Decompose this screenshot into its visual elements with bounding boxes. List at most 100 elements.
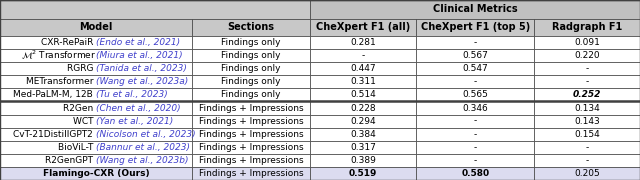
Bar [310,154,416,167]
Text: WCT: WCT [72,117,96,126]
Text: CvT-21DistillGPT2: CvT-21DistillGPT2 [13,130,96,139]
Bar [310,62,416,75]
Bar [534,75,640,88]
Bar [192,114,310,128]
Bar [416,102,534,114]
Text: 0.519: 0.519 [349,169,378,178]
Bar [0,141,192,154]
Text: (Tanida et al., 2023): (Tanida et al., 2023) [96,64,187,73]
Text: -: - [474,38,477,47]
Bar [0,167,192,180]
Bar [534,141,640,154]
Bar [534,62,640,75]
Bar [192,19,310,36]
Bar [310,19,416,36]
Text: R2Gen: R2Gen [63,103,96,112]
Bar [416,141,534,154]
Text: Model: Model [79,22,113,32]
Bar [310,114,416,128]
Bar [534,102,640,114]
Text: (Chen et al., 2020): (Chen et al., 2020) [96,103,180,112]
Bar [310,36,416,49]
Text: Findings + Impressions: Findings + Impressions [199,103,303,112]
Text: Med-PaLM-M, 12B: Med-PaLM-M, 12B [13,90,96,99]
Text: 0.228: 0.228 [350,103,376,112]
Bar [310,141,416,154]
Bar [416,88,534,102]
Text: METransformer: METransformer [26,77,96,86]
Text: CXR-RePaiR: CXR-RePaiR [41,38,96,47]
Bar [192,75,310,88]
Text: (Endo et al., 2021): (Endo et al., 2021) [96,38,180,47]
Text: CheXpert F1 (all): CheXpert F1 (all) [316,22,410,32]
Bar [192,88,310,102]
Text: 0.346: 0.346 [462,103,488,112]
Text: -: - [586,143,589,152]
Text: (Bannur et al., 2023): (Bannur et al., 2023) [96,143,190,152]
Bar [534,114,640,128]
Text: Findings only: Findings only [221,77,281,86]
Bar [0,102,192,114]
Text: 0.547: 0.547 [462,64,488,73]
Bar [192,128,310,141]
Bar [0,114,192,128]
Bar [0,49,192,62]
Bar [534,154,640,167]
Bar [416,114,534,128]
Text: -: - [474,156,477,165]
Text: 0.154: 0.154 [574,130,600,139]
Text: 0.514: 0.514 [350,90,376,99]
Bar [310,49,416,62]
Bar [192,49,310,62]
Text: $\mathcal{M}^2$ Transformer: $\mathcal{M}^2$ Transformer [20,49,96,62]
Bar [0,154,192,167]
Text: Findings + Impressions: Findings + Impressions [199,143,303,152]
Bar [310,0,640,19]
Text: 0.384: 0.384 [350,130,376,139]
Bar [416,62,534,75]
Bar [192,141,310,154]
Text: -: - [474,130,477,139]
Bar [0,128,192,141]
Text: 0.091: 0.091 [574,38,600,47]
Text: -: - [586,156,589,165]
Bar [310,88,416,102]
Bar [534,128,640,141]
Text: 0.565: 0.565 [462,90,488,99]
Bar [416,128,534,141]
Text: (Wang et al., 2023b): (Wang et al., 2023b) [96,156,189,165]
Text: Findings + Impressions: Findings + Impressions [199,156,303,165]
Text: -: - [586,77,589,86]
Text: Findings + Impressions: Findings + Impressions [199,117,303,126]
Bar [0,88,192,102]
Bar [416,154,534,167]
Text: 0.447: 0.447 [350,64,376,73]
Text: 0.317: 0.317 [350,143,376,152]
Text: -: - [474,77,477,86]
Text: (Wang et al., 2023a): (Wang et al., 2023a) [96,77,188,86]
Text: -: - [474,117,477,126]
Text: 0.389: 0.389 [350,156,376,165]
Text: 0.281: 0.281 [350,38,376,47]
Text: -: - [362,51,365,60]
Bar [534,49,640,62]
Bar [192,36,310,49]
Text: Clinical Metrics: Clinical Metrics [433,4,518,14]
Bar [192,167,310,180]
Bar [192,102,310,114]
Text: 0.220: 0.220 [574,51,600,60]
Text: CheXpert F1 (top 5): CheXpert F1 (top 5) [420,22,530,32]
Bar [416,75,534,88]
Bar [416,36,534,49]
Text: Radgraph F1: Radgraph F1 [552,22,622,32]
Text: RGRG: RGRG [67,64,96,73]
Bar [0,62,192,75]
Bar [416,19,534,36]
Bar [310,102,416,114]
Text: BioViL-T: BioViL-T [58,143,96,152]
Text: Findings only: Findings only [221,64,281,73]
Bar [310,167,416,180]
Bar [534,88,640,102]
Text: 0.252: 0.252 [573,90,602,99]
Text: Findings + Impressions: Findings + Impressions [199,169,303,178]
